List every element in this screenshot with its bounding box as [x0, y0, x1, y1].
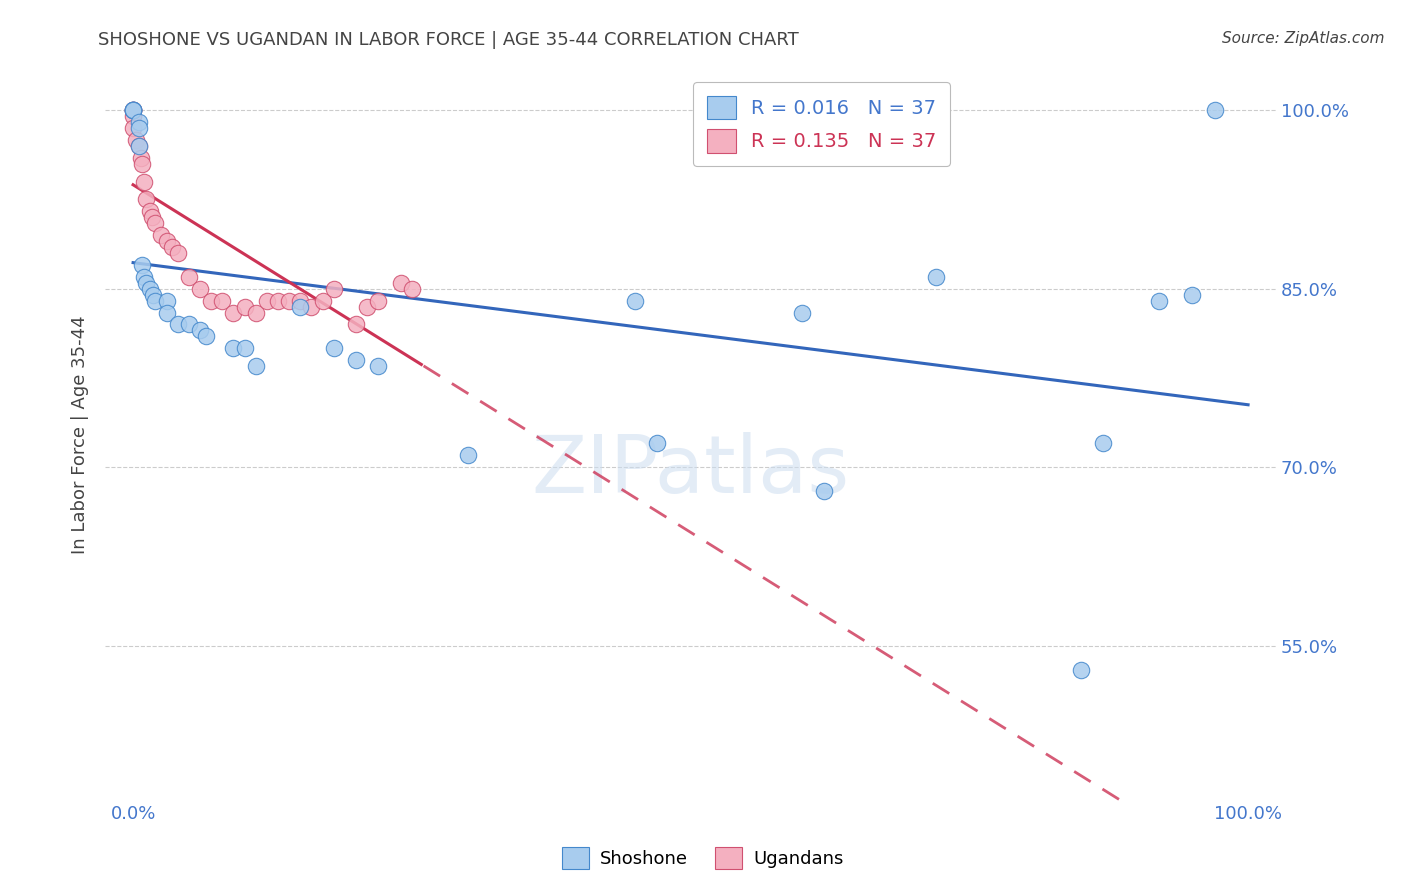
Point: [222, 305, 245, 319]
Point: [401, 282, 423, 296]
Point: [290, 293, 312, 308]
Point: [122, 103, 145, 118]
Point: [222, 341, 245, 355]
Point: [131, 258, 153, 272]
Legend: Shoshone, Ugandans: Shoshone, Ugandans: [555, 839, 851, 876]
Point: [233, 341, 256, 355]
Y-axis label: In Labor Force | Age 35-44: In Labor Force | Age 35-44: [72, 315, 89, 554]
Point: [457, 449, 479, 463]
Point: [135, 276, 157, 290]
Point: [128, 121, 150, 136]
Point: [322, 282, 344, 296]
Point: [367, 293, 389, 308]
Point: [129, 151, 152, 165]
Point: [311, 293, 333, 308]
Point: [233, 300, 256, 314]
Point: [122, 103, 145, 118]
Point: [925, 269, 948, 284]
Point: [200, 293, 222, 308]
Point: [645, 436, 668, 450]
Text: ZIPatlas: ZIPatlas: [531, 433, 849, 510]
Point: [145, 216, 167, 230]
Point: [128, 115, 150, 129]
Point: [122, 103, 145, 118]
Text: Source: ZipAtlas.com: Source: ZipAtlas.com: [1222, 31, 1385, 46]
Point: [624, 293, 647, 308]
Point: [122, 103, 145, 118]
Point: [301, 300, 323, 314]
Point: [149, 228, 172, 243]
Point: [1147, 293, 1170, 308]
Point: [134, 269, 156, 284]
Point: [356, 300, 378, 314]
Point: [134, 175, 156, 189]
Point: [155, 305, 177, 319]
Point: [155, 234, 177, 248]
Point: [813, 484, 835, 499]
Point: [194, 329, 217, 343]
Point: [1204, 103, 1226, 118]
Point: [177, 318, 200, 332]
Point: [122, 103, 145, 118]
Point: [278, 293, 301, 308]
Point: [367, 359, 389, 373]
Point: [245, 359, 267, 373]
Point: [128, 139, 150, 153]
Point: [141, 211, 163, 225]
Point: [344, 318, 367, 332]
Point: [131, 157, 153, 171]
Point: [290, 300, 312, 314]
Point: [1181, 287, 1204, 301]
Point: [122, 109, 145, 123]
Point: [142, 287, 165, 301]
Point: [139, 282, 162, 296]
Point: [188, 282, 211, 296]
Point: [166, 318, 188, 332]
Point: [155, 293, 177, 308]
Point: [1070, 663, 1092, 677]
Point: [188, 323, 211, 337]
Point: [122, 121, 145, 136]
Text: SHOSHONE VS UGANDAN IN LABOR FORCE | AGE 35-44 CORRELATION CHART: SHOSHONE VS UGANDAN IN LABOR FORCE | AGE…: [98, 31, 799, 49]
Point: [128, 139, 150, 153]
Point: [160, 240, 183, 254]
Point: [135, 193, 157, 207]
Legend: R = 0.016   N = 37, R = 0.135   N = 37: R = 0.016 N = 37, R = 0.135 N = 37: [693, 82, 950, 166]
Point: [790, 305, 813, 319]
Point: [211, 293, 233, 308]
Point: [122, 103, 145, 118]
Point: [139, 204, 162, 219]
Point: [267, 293, 290, 308]
Point: [166, 246, 188, 260]
Point: [145, 293, 167, 308]
Point: [344, 353, 367, 368]
Point: [125, 133, 148, 147]
Point: [122, 103, 145, 118]
Point: [245, 305, 267, 319]
Point: [177, 269, 200, 284]
Point: [256, 293, 278, 308]
Point: [389, 276, 412, 290]
Point: [322, 341, 344, 355]
Point: [1092, 436, 1115, 450]
